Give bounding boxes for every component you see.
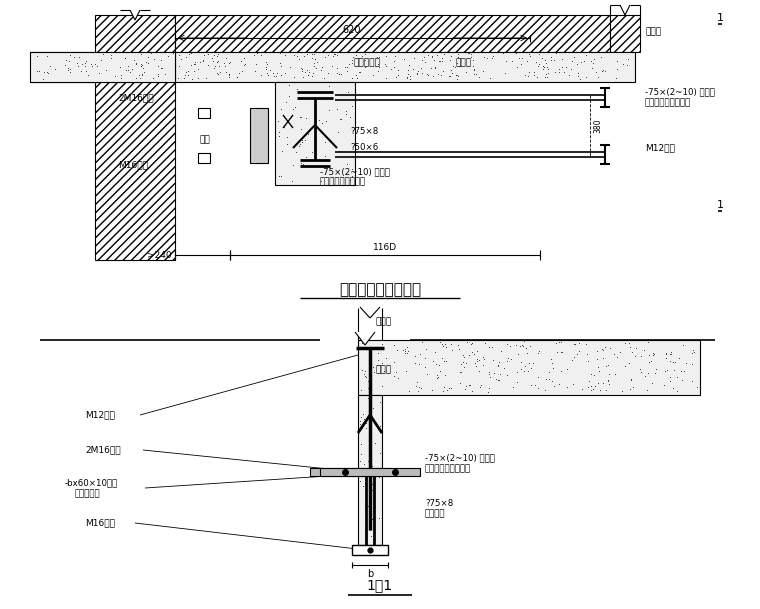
Text: 堵板: 堵板 bbox=[200, 135, 211, 144]
Text: 顶紧后，与角钢焊接: 顶紧后，与角钢焊接 bbox=[645, 99, 691, 108]
Bar bbox=[275, 82, 355, 185]
Polygon shape bbox=[360, 307, 380, 318]
Bar bbox=[310, 468, 390, 476]
Bar bbox=[358, 395, 382, 545]
Polygon shape bbox=[610, 15, 640, 52]
Text: 与角钢焊接: 与角钢焊接 bbox=[75, 490, 100, 499]
Text: ?75×8: ?75×8 bbox=[350, 127, 378, 136]
Text: 2M16螺柱: 2M16螺柱 bbox=[85, 446, 121, 454]
Text: 380: 380 bbox=[593, 119, 602, 133]
Text: ?75×8: ?75×8 bbox=[425, 499, 453, 507]
Text: -75×(2~10) 钢板楔: -75×(2~10) 钢板楔 bbox=[645, 88, 715, 96]
Bar bbox=[250, 108, 268, 163]
Text: 1－1: 1－1 bbox=[367, 578, 393, 592]
Text: -75×(2~10) 钢板楔: -75×(2~10) 钢板楔 bbox=[320, 167, 390, 177]
Text: -75×(2~10) 钢板楔: -75×(2~10) 钢板楔 bbox=[425, 454, 495, 462]
Polygon shape bbox=[130, 10, 140, 20]
Text: M16锚栓: M16锚栓 bbox=[118, 161, 148, 169]
Text: 顶紧后，与角钢焊接: 顶紧后，与角钢焊接 bbox=[320, 177, 366, 186]
Bar bbox=[198, 108, 210, 118]
Text: 620: 620 bbox=[343, 25, 361, 35]
Text: ?50×6: ?50×6 bbox=[350, 143, 378, 152]
Text: -bx60×10钢板: -bx60×10钢板 bbox=[65, 479, 119, 487]
Bar bbox=[30, 52, 175, 82]
Polygon shape bbox=[175, 15, 610, 52]
Text: 栏板墙: 栏板墙 bbox=[375, 317, 391, 326]
Text: M16螺栓: M16螺栓 bbox=[85, 518, 115, 527]
Text: 116D: 116D bbox=[373, 244, 397, 253]
Text: 1: 1 bbox=[717, 13, 724, 23]
Text: >240: >240 bbox=[147, 250, 172, 259]
Polygon shape bbox=[95, 15, 175, 260]
Text: 2M16螺栓: 2M16螺栓 bbox=[118, 94, 154, 102]
Text: 後此焊接: 後此焊接 bbox=[425, 510, 445, 518]
Text: 梁式阳台支架法加固: 梁式阳台支架法加固 bbox=[339, 283, 421, 298]
Text: b: b bbox=[367, 569, 373, 579]
Text: 顶紧后，与角钢焊接: 顶紧后，与角钢焊接 bbox=[425, 465, 471, 474]
Bar bbox=[175, 52, 635, 82]
Text: 悬挑梁: 悬挑梁 bbox=[455, 58, 471, 68]
Text: 座乳胶水泥: 座乳胶水泥 bbox=[353, 58, 380, 68]
Bar bbox=[320, 468, 420, 476]
Bar bbox=[198, 153, 210, 163]
Text: 悬挑梁: 悬挑梁 bbox=[375, 365, 391, 375]
Polygon shape bbox=[620, 5, 630, 15]
Bar bbox=[358, 340, 700, 395]
Bar bbox=[352, 545, 388, 555]
Polygon shape bbox=[355, 332, 375, 345]
Text: 栏板墙: 栏板墙 bbox=[645, 27, 661, 37]
Text: 1: 1 bbox=[717, 200, 724, 210]
Text: M12锚栓: M12锚栓 bbox=[645, 144, 675, 152]
Text: M12锚栓: M12锚栓 bbox=[85, 410, 115, 420]
